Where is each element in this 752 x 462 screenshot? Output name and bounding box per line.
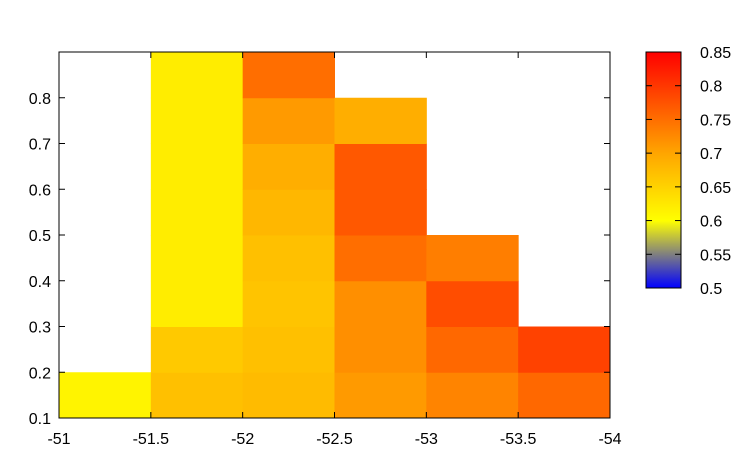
heatmap-cell xyxy=(334,372,427,419)
heatmap-cell xyxy=(150,97,244,144)
heatmap-cell xyxy=(334,97,427,144)
colorbar-tick-label: 0.5 xyxy=(700,281,722,298)
y-tick-label: 0.6 xyxy=(29,182,51,199)
heatmap-cell xyxy=(242,143,335,190)
colorbar-tick-label: 0.85 xyxy=(700,45,731,62)
heatmap-cell xyxy=(242,235,335,282)
heatmap-cell xyxy=(426,235,519,282)
heatmap-cell xyxy=(242,372,335,419)
x-tick-label: -52 xyxy=(231,431,254,448)
heatmap-cell xyxy=(334,280,427,327)
heatmap-cell xyxy=(334,326,427,373)
heatmap-cell xyxy=(518,372,611,419)
colorbar-tick-label: 0.75 xyxy=(700,112,731,129)
heatmap-cell xyxy=(242,189,335,236)
y-tick-label: 0.2 xyxy=(29,365,51,382)
y-tick-label: 0.5 xyxy=(29,228,51,245)
x-axis-tick-labels: -51 -51.5 -52 -52.5 -53 -53.5 -54 xyxy=(47,431,621,448)
y-tick-label: 0.4 xyxy=(29,274,51,291)
x-tick-label: -54 xyxy=(598,431,621,448)
heatmap-cells xyxy=(59,52,611,419)
y-axis-tick-labels: 0.1 0.2 0.3 0.4 0.5 0.6 0.7 0.8 xyxy=(29,91,51,428)
heatmap-cell xyxy=(426,280,519,327)
heatmap-cell xyxy=(242,97,335,144)
x-tick-label: -51.5 xyxy=(133,431,170,448)
colorbar-tick-labels: 0.5 0.55 0.6 0.65 0.7 0.75 0.8 0.85 xyxy=(700,45,731,298)
heatmap-cell xyxy=(334,189,427,236)
heatmap-cell xyxy=(150,280,244,327)
heatmap-cell xyxy=(334,235,427,282)
heatmap-cell xyxy=(150,235,244,282)
heatmap-cell xyxy=(59,372,152,419)
y-tick-label: 0.3 xyxy=(29,320,51,337)
x-tick-label: -53 xyxy=(415,431,438,448)
colorbar-tick-label: 0.8 xyxy=(700,79,722,96)
y-tick-label: 0.7 xyxy=(29,137,51,154)
heatmap-cell xyxy=(242,326,335,373)
colorbar-ticks xyxy=(646,51,681,289)
heatmap-cell xyxy=(242,280,335,327)
colorbar-tick-label: 0.6 xyxy=(700,214,722,231)
y-tick-label: 0.8 xyxy=(29,91,51,108)
x-tick-label: -51 xyxy=(47,431,70,448)
heatmap-cell xyxy=(334,143,427,190)
colorbar-tick-label: 0.55 xyxy=(700,247,731,264)
heatmap-cell xyxy=(426,372,519,419)
heatmap-cell xyxy=(242,52,335,99)
heatmap-cell xyxy=(426,326,519,373)
y-tick-label: 0.1 xyxy=(29,411,51,428)
colorbar xyxy=(645,51,682,289)
colorbar-tick-label: 0.7 xyxy=(700,146,722,163)
heatmap-cell xyxy=(150,326,244,373)
x-tick-label: -52.5 xyxy=(316,431,353,448)
heatmap-cell xyxy=(150,372,244,419)
colorbar-tick-label: 0.65 xyxy=(700,180,731,197)
axis-ticks xyxy=(58,52,611,419)
heatmap-cell xyxy=(518,326,611,373)
heatmap-cell xyxy=(150,189,244,236)
x-tick-label: -53.5 xyxy=(500,431,537,448)
heatmap-cell xyxy=(150,143,244,190)
heatmap-cell xyxy=(150,52,244,99)
